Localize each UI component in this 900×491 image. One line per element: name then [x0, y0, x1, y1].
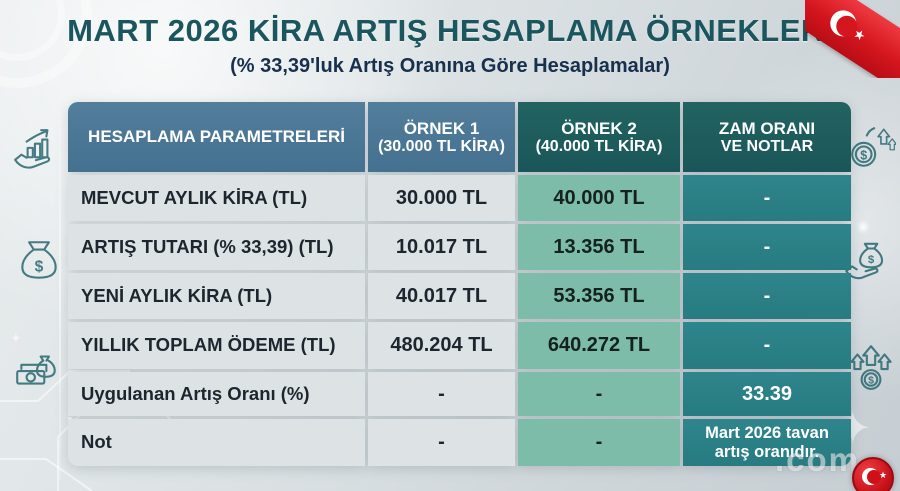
turkish-flag-ribbon: ★ [805, 0, 900, 78]
cell-zam-orani: 33.39 [683, 372, 851, 416]
svg-text:$: $ [35, 258, 44, 275]
coin-rising-arrows-icon: $ [846, 342, 896, 392]
cell-ornek2: 53.356 TL [518, 273, 680, 319]
column-header-label: ÖRNEK 1 [403, 118, 480, 138]
svg-text:$: $ [868, 254, 875, 266]
row-label: Uygulanan Artış Oranı (%) [68, 372, 365, 416]
cell-ornek1: 10.017 TL [368, 224, 515, 270]
page-title: MART 2026 KİRA ARTIŞ HESAPLAMA ÖRNEKLERİ [67, 13, 833, 48]
cell-ornek1: 40.017 TL [368, 273, 515, 319]
column-header-label: ZAM ORANI [718, 118, 816, 138]
row-label: ARTIŞ TUTARI (% 33,39) (TL) [68, 224, 365, 270]
title-block: MART 2026 KİRA ARTIŞ HESAPLAMA ÖRNEKLERİ… [0, 13, 900, 78]
hand-growth-chart-icon [12, 126, 62, 176]
cell-ornek2: 640.272 TL [518, 322, 680, 369]
money-bag-icon: $ [14, 236, 64, 286]
column-header-sublabel: (40.000 TL KİRA) [535, 137, 663, 155]
column-header-label: ÖRNEK 2 [561, 118, 637, 138]
cell-ornek1: - [368, 419, 515, 466]
column-header-sublabel: VE NOTLAR [720, 137, 814, 155]
cell-ornek1: 480.204 TL [368, 322, 515, 369]
column-header-ornek2: ÖRNEK 2 (40.000 TL KİRA) [518, 102, 680, 172]
cell-zam-orani: - [683, 175, 851, 221]
svg-text:$: $ [868, 376, 874, 387]
calculation-table: HESAPLAMA PARAMETRELERİ ÖRNEK 1 (30.000 … [68, 102, 851, 466]
watermark-text: .com [774, 441, 860, 478]
coin-up-arrows-icon: $ [846, 122, 898, 172]
sparkle-icon: ✦ [10, 330, 22, 346]
column-header-ornek1: ÖRNEK 1 (30.000 TL KİRA) [368, 102, 515, 172]
column-header-label: HESAPLAMA PARAMETRELERİ [88, 127, 345, 147]
cash-banknotes-bag-icon [12, 344, 62, 394]
column-header-parameters: HESAPLAMA PARAMETRELERİ [68, 102, 365, 172]
cell-ornek1: 30.000 TL [368, 175, 515, 221]
cell-zam-orani: - [683, 322, 851, 369]
page-subtitle: (% 33,39'luk Artış Oranına Göre Hesaplam… [230, 55, 670, 77]
cell-zam-orani: - [683, 273, 851, 319]
cell-ornek1: - [368, 372, 515, 416]
row-label: YENİ AYLIK KİRA (TL) [68, 273, 365, 319]
cell-ornek2: - [518, 372, 680, 416]
cell-ornek2: - [518, 419, 680, 466]
crescent-star-icon: ★ [825, 5, 869, 44]
channel-flag-logo: ★ [852, 457, 894, 491]
cell-zam-orani-note: Mart 2026 tavan artış oranıdır. [683, 419, 851, 466]
row-label: Not [68, 419, 365, 466]
decor-arc [0, 0, 65, 61]
cell-zam-orani: - [683, 224, 851, 270]
decor-vertical-line [59, 98, 61, 480]
svg-text:$: $ [860, 149, 867, 163]
row-label: MEVCUT AYLIK KİRA (TL) [68, 175, 365, 221]
cell-ornek2: 13.356 TL [518, 224, 680, 270]
column-header-sublabel: (30.000 TL KİRA) [378, 137, 505, 155]
cell-ornek2: 40.000 TL [518, 175, 680, 221]
hand-money-bag-icon: $ [844, 236, 894, 286]
row-label: YILLIK TOPLAM ÖDEME (TL) [68, 322, 365, 369]
column-header-zam-orani: ZAM ORANI VE NOTLAR [683, 102, 851, 172]
decor-glow-dot [856, 220, 870, 234]
